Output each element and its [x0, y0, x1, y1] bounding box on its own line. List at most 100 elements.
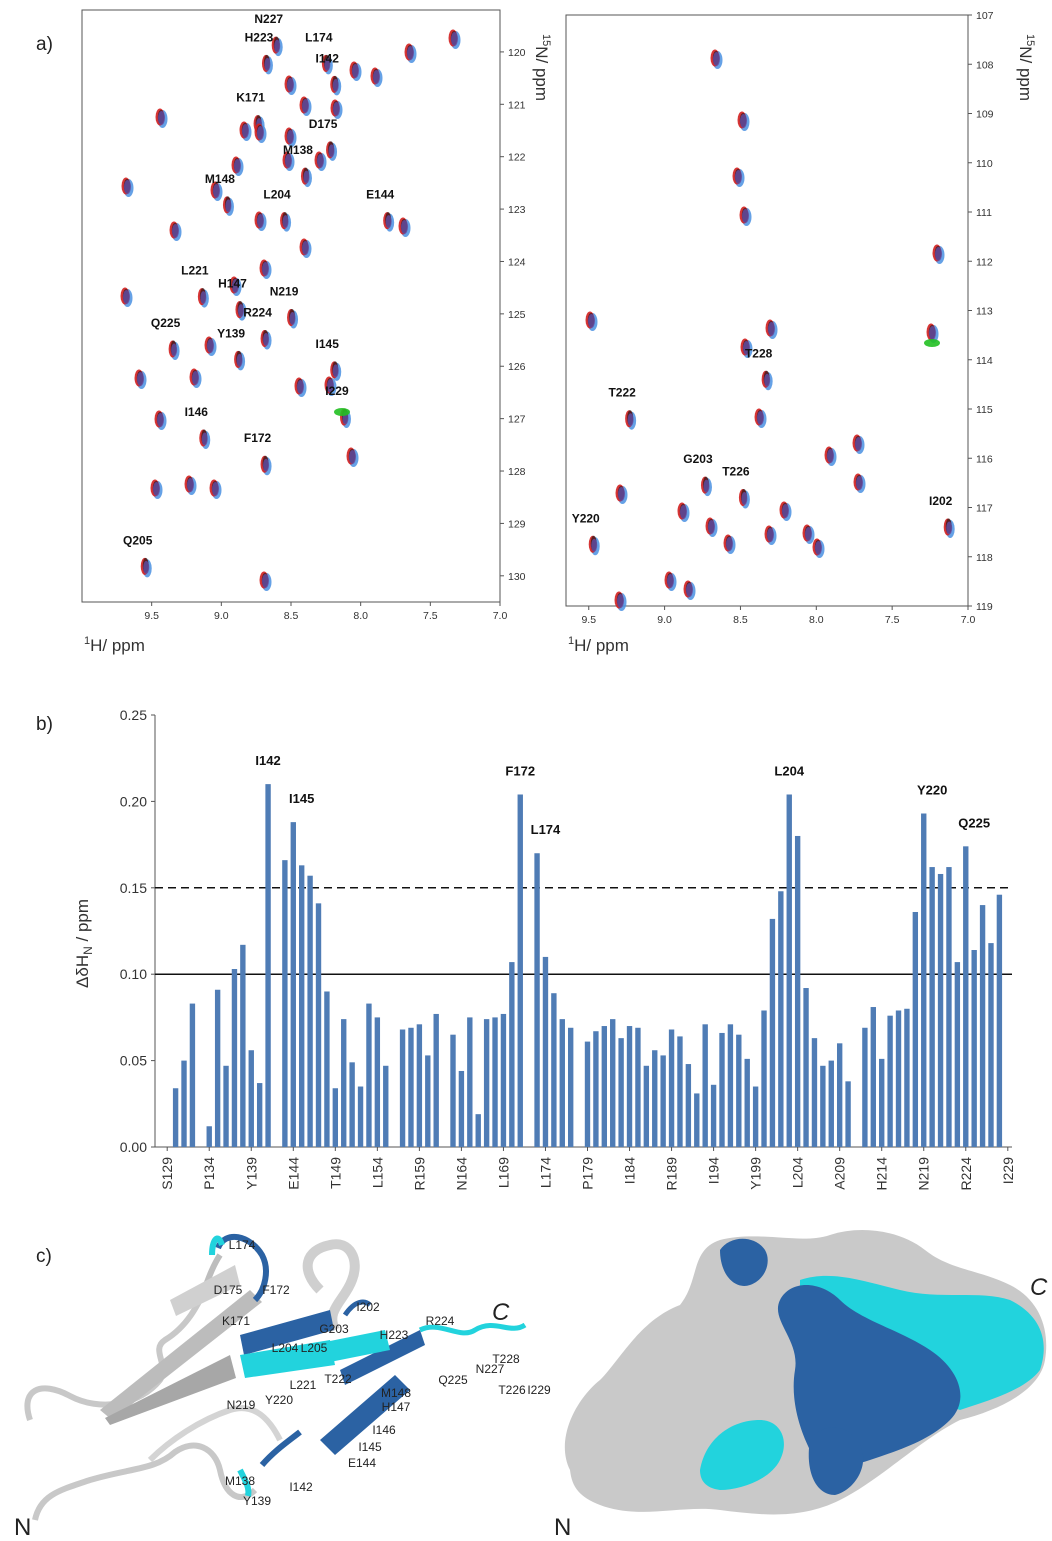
peak-purple	[935, 247, 942, 261]
bar	[626, 1026, 633, 1147]
bar	[786, 794, 792, 1147]
y-tick-label: 0.10	[120, 966, 147, 982]
bar-x-ticks: S129 P134 Y139 E144 T149 L154 R159 N164 L169 L174…	[159, 1147, 1016, 1190]
ribbon-label: L174	[229, 1238, 256, 1252]
peak-label: L221	[181, 264, 209, 278]
x-tick-label: 9.5	[144, 610, 159, 622]
bar-y-ticks: 0.00 0.05 0.10 0.15 0.20 0.25	[120, 707, 155, 1155]
peak-purple	[201, 432, 208, 446]
n-terminus-right: N	[554, 1514, 571, 1541]
peak-purple	[289, 312, 296, 326]
peak-purple	[262, 574, 269, 588]
bar	[879, 1058, 885, 1147]
peak-label: Y220	[572, 511, 600, 525]
peak-label: H223	[245, 30, 274, 44]
peak-label: E144	[366, 188, 394, 202]
loop-dark-blue	[259, 1429, 302, 1467]
peak-purple	[236, 353, 243, 367]
bar	[610, 1019, 616, 1147]
c-terminus-left: C	[492, 1299, 510, 1326]
bar	[912, 911, 919, 1147]
bar	[694, 1093, 700, 1147]
ribbon-label: L221	[290, 1378, 317, 1392]
loop-grey	[32, 1442, 258, 1521]
peak-purple	[232, 279, 239, 293]
bar	[719, 1032, 725, 1147]
peak-purple	[385, 215, 392, 229]
bar	[921, 813, 927, 1147]
bar	[172, 1088, 179, 1147]
peak-purple	[143, 560, 150, 574]
y-tick-label: 115	[976, 404, 993, 416]
ribbon-label: I146	[372, 1423, 396, 1437]
y-tick-label: 0.15	[120, 880, 147, 896]
peak-label: M138	[283, 143, 313, 157]
peak-label: Q205	[123, 533, 153, 547]
nmr-spectrum-right: 9.5 9.0 8.5 8.0 7.5 7.0 107 108 109 110 111 112 113…	[565, 10, 1036, 655]
bar	[618, 1038, 624, 1147]
peak-purple	[213, 184, 220, 198]
panel-b-label: b)	[36, 714, 53, 735]
bar	[736, 1034, 742, 1147]
x-tick-label: Y199	[748, 1157, 764, 1190]
peak-purple	[742, 209, 749, 223]
peak-purple	[324, 57, 331, 71]
strand-dark-blue	[340, 1330, 425, 1385]
bar	[996, 894, 1003, 1147]
peak-purple	[285, 154, 292, 168]
y-tick-label: 116	[976, 453, 993, 465]
peak-purple	[407, 46, 414, 60]
peak-label: Q225	[151, 316, 181, 330]
n-terminus-left: N	[14, 1514, 31, 1541]
bar-label: L174	[531, 822, 561, 837]
peak-label: I229	[325, 384, 349, 398]
bar	[904, 1008, 910, 1147]
nmr-right-x-label: 1H/ ppm	[568, 635, 629, 655]
y-tick-label: 118	[976, 552, 993, 564]
ribbon-label: H147	[382, 1400, 411, 1414]
x-tick-label: T149	[327, 1157, 343, 1189]
bar	[307, 875, 313, 1147]
bar	[744, 1058, 750, 1147]
ribbon-label: G203	[319, 1322, 349, 1336]
strand-dark-blue	[240, 1310, 334, 1355]
bar	[937, 873, 944, 1147]
bar	[635, 1027, 641, 1147]
bar	[349, 1062, 355, 1147]
bar	[929, 867, 935, 1147]
x-tick-label: Y139	[243, 1157, 259, 1190]
bar	[231, 969, 238, 1147]
ribbon-residue-labels: L174 D175 F172 K171 I202 G203 L204 L205 H223 R224…	[214, 1238, 551, 1508]
peak-label: L204	[263, 188, 291, 202]
strand-dark-blue	[320, 1375, 410, 1455]
peak-purple	[667, 574, 674, 588]
peak-purple	[328, 144, 335, 158]
bar	[845, 1081, 851, 1147]
bar-label: L204	[774, 763, 804, 778]
bar	[794, 835, 801, 1147]
y-tick-label: 128	[508, 466, 526, 478]
ribbon-label: E144	[348, 1456, 376, 1470]
y-tick-label: 122	[508, 152, 526, 164]
bar	[895, 1010, 902, 1147]
peak-label: F172	[244, 431, 272, 445]
surface-cyan	[800, 1275, 1044, 1410]
ribbon-label: K171	[222, 1314, 250, 1328]
ribbon-label: R224	[426, 1314, 455, 1328]
bar	[181, 1060, 187, 1147]
y-tick-label: 119	[976, 601, 993, 613]
peak-purple	[686, 583, 693, 597]
bar	[584, 1041, 591, 1147]
peak-label: I142	[316, 51, 340, 65]
peak-purple	[618, 487, 625, 501]
bar-value-labels: I142 I145 F172 L174 L204 Y220 Q225	[255, 753, 990, 837]
peak-purple	[287, 78, 294, 92]
y-tick-label: 124	[508, 256, 526, 268]
peak-purple	[124, 180, 131, 194]
x-tick-label: 9.0	[657, 614, 672, 626]
bar	[660, 1055, 666, 1147]
x-tick-label: E144	[285, 1157, 301, 1190]
peak-purple	[297, 380, 304, 394]
x-tick-label: P134	[201, 1157, 217, 1190]
x-tick-label: I184	[622, 1157, 638, 1184]
